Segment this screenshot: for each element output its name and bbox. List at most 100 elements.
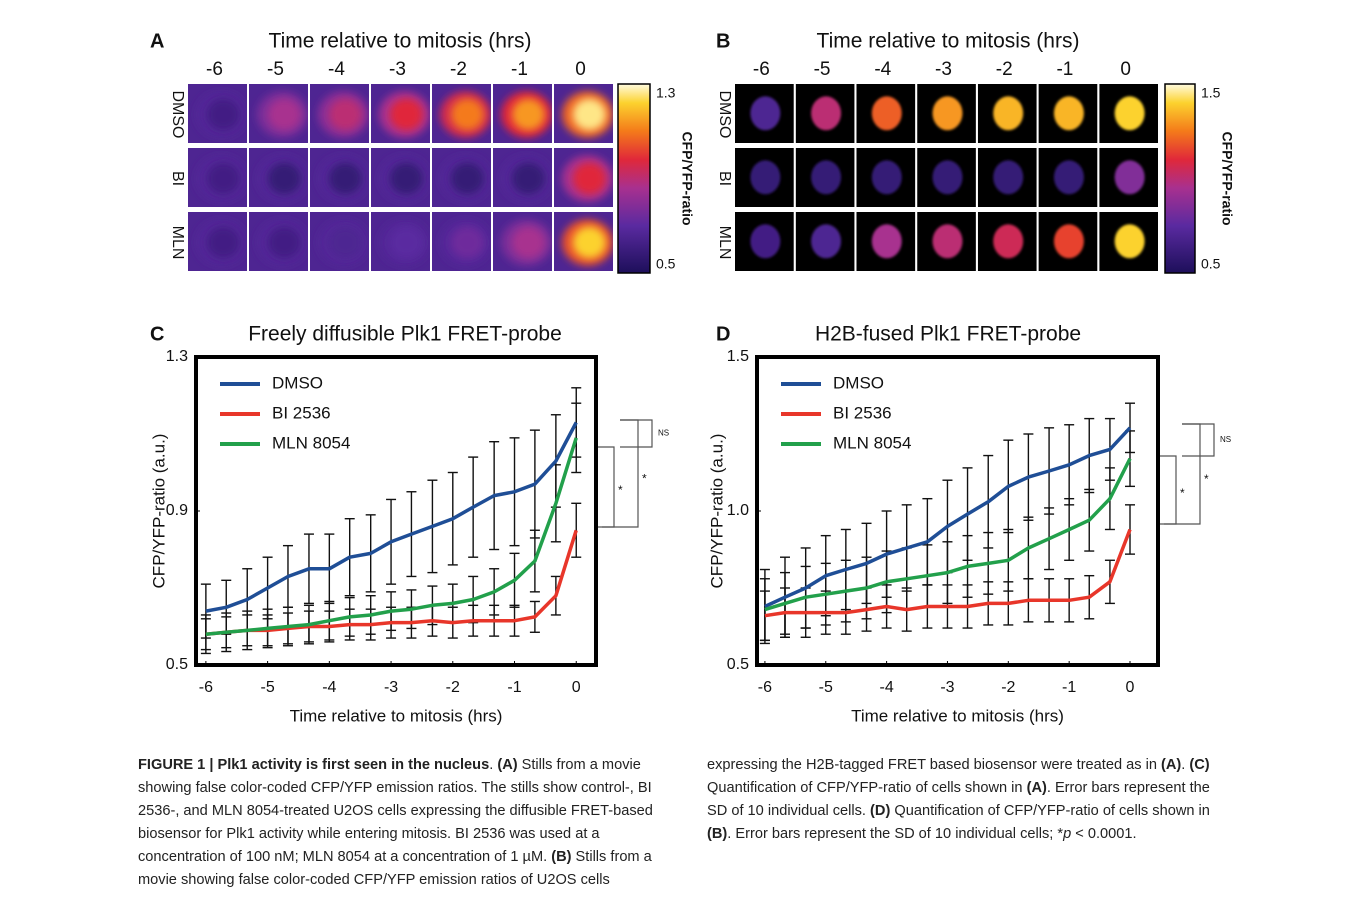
nucleus (511, 98, 545, 131)
tile-content (856, 212, 916, 271)
time-label: -6 (206, 59, 223, 80)
colorbar-label: CFP/YFP-ratio (1219, 131, 1235, 225)
nucleus (811, 224, 842, 259)
tile-content (1099, 84, 1159, 143)
image-tile (1099, 148, 1159, 207)
image-tile (432, 84, 491, 143)
x-tick-label: -2 (1001, 679, 1015, 696)
tile-content (977, 148, 1037, 207)
image-tile (432, 148, 491, 207)
time-label: -2 (450, 59, 467, 80)
caption-text: (B) (551, 849, 572, 865)
annotation: NS (658, 429, 669, 438)
nucleus (1053, 160, 1084, 195)
nucleus (993, 160, 1024, 195)
colorbar-min: 0.5 (1201, 256, 1221, 272)
annotation: * (642, 472, 647, 486)
caption-text: (B) (707, 826, 728, 842)
nucleus (811, 160, 842, 195)
image-tile (977, 212, 1037, 271)
image-tile (371, 84, 430, 143)
time-label: 0 (1120, 59, 1131, 80)
time-label: -1 (511, 59, 528, 80)
panel-label: A (150, 30, 164, 52)
y-axis-label: CFP/YFP-ratio (a.u.) (707, 434, 726, 589)
image-tile (188, 212, 247, 271)
figure-caption: FIGURE 1 | Plk1 activity is first seen i… (138, 754, 1230, 894)
colorbar (1164, 83, 1196, 274)
panel-label: C (150, 323, 164, 345)
nucleus (572, 98, 606, 131)
row-label: BI (169, 171, 186, 186)
nucleus (328, 226, 362, 259)
tile-content (188, 148, 247, 207)
tile-content (795, 148, 855, 207)
tile-content (554, 212, 613, 271)
tile-content (432, 84, 491, 143)
nucleus (450, 98, 484, 131)
nucleus (993, 224, 1024, 259)
tile-content (249, 148, 308, 207)
image-tile (735, 84, 794, 143)
time-label: 0 (575, 59, 586, 80)
y-tick-label: 0.5 (727, 656, 749, 673)
image-tile (493, 84, 552, 143)
tile-content (188, 212, 247, 271)
bracket (602, 419, 639, 528)
tile-content (493, 148, 552, 207)
image-tile (977, 84, 1037, 143)
tile-content (735, 212, 794, 271)
image-tile (795, 84, 855, 143)
legend-label: MLN 8054 (272, 433, 350, 452)
x-tick-label: -3 (384, 679, 398, 696)
tile-content (795, 84, 855, 143)
tile-content (554, 84, 613, 143)
image-tile (493, 212, 552, 271)
tile-content (735, 84, 794, 143)
image-tile (432, 212, 491, 271)
image-tile (310, 84, 369, 143)
nucleus (993, 96, 1024, 131)
caption-text: (A) (497, 757, 518, 773)
image-tile (554, 148, 613, 207)
nucleus (450, 226, 484, 259)
nucleus (572, 226, 606, 259)
image-tile (371, 148, 430, 207)
image-tile (554, 212, 613, 271)
series-line (205, 421, 578, 613)
series-line (205, 437, 578, 636)
tile-content (493, 212, 552, 271)
nucleus (1114, 224, 1145, 259)
tile-content (1099, 212, 1159, 271)
nucleus (750, 224, 781, 259)
caption-text: (D) (870, 803, 891, 819)
image-tile (1099, 84, 1159, 143)
time-label: -3 (389, 59, 406, 80)
image-tile (554, 84, 613, 143)
time-label: -6 (753, 59, 770, 80)
colorbar-max: 1.3 (656, 85, 676, 101)
x-tick-label: 0 (1126, 679, 1135, 696)
image-tile (249, 148, 308, 207)
image-tile (188, 148, 247, 207)
x-tick-label: -1 (507, 679, 521, 696)
image-tile (1038, 84, 1098, 143)
chart-title: H2B-fused Plk1 FRET-probe (815, 323, 1081, 346)
tile-content (371, 148, 430, 207)
row-label: MLN (716, 226, 733, 260)
nucleus (511, 226, 545, 259)
image-tile (856, 212, 916, 271)
nucleus (572, 162, 606, 195)
y-tick-label: 1.0 (727, 502, 749, 519)
nucleus (328, 98, 362, 131)
tile-content (1099, 148, 1159, 207)
error-bar (571, 502, 582, 558)
nucleus (206, 226, 240, 259)
image-tile (1038, 212, 1098, 271)
x-tick-label: -3 (940, 679, 954, 696)
tile-content (310, 148, 369, 207)
legend-label: BI 2536 (833, 403, 892, 422)
time-label: -2 (996, 59, 1013, 80)
caption-text: Stills from a movie showing false color-… (138, 757, 653, 865)
